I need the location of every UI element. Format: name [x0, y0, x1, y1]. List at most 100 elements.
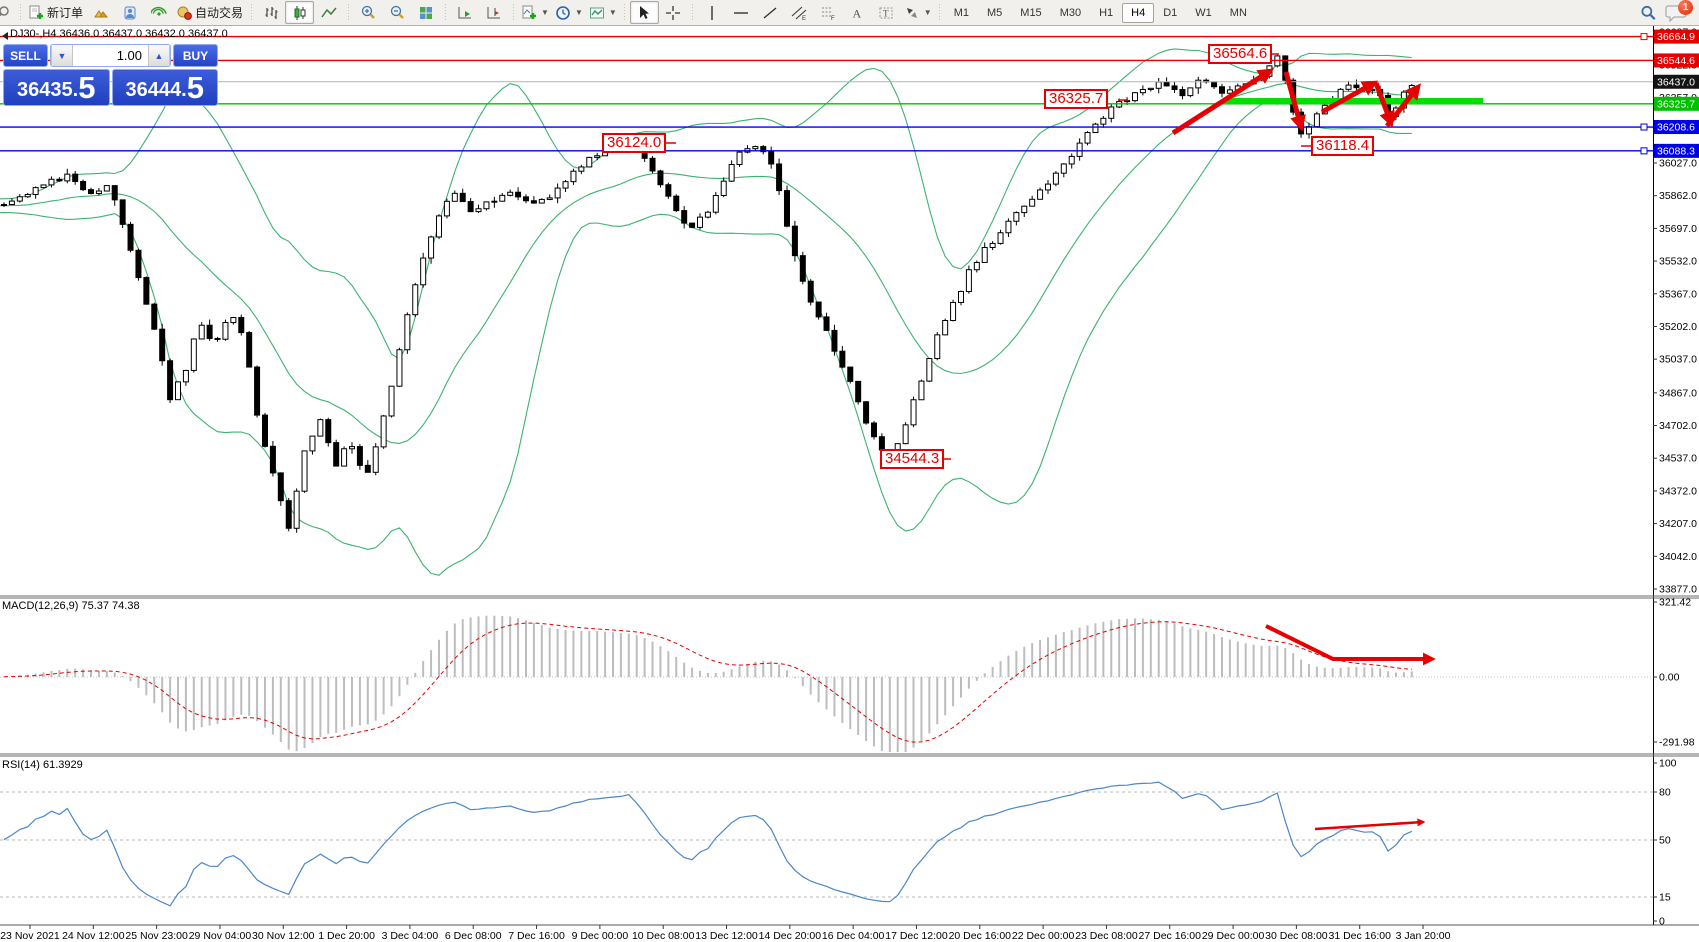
templates-button[interactable]: ▼: [586, 1, 620, 24]
auto-trading-button[interactable]: 自动交易: [173, 1, 246, 24]
data-window-icon[interactable]: [115, 1, 144, 24]
svg-text:16 Dec 04:00: 16 Dec 04:00: [822, 930, 885, 942]
text-label-icon: T: [879, 7, 893, 18]
svg-text:-291.98: -291.98: [1659, 737, 1695, 749]
svg-text:35697.0: 35697.0: [1659, 223, 1697, 235]
instrument-ohlc-line: DJ30-,H4 36436.0 36437.0 36432.0 36437.0: [10, 28, 228, 40]
bar-chart-type-button[interactable]: [256, 1, 285, 24]
crosshair-tool-button[interactable]: [659, 1, 688, 24]
auto-scroll-button[interactable]: [450, 1, 479, 24]
rsi-trend-arrow[interactable]: [1314, 818, 1426, 831]
new-order-icon: [29, 5, 43, 19]
signals-icon[interactable]: [144, 1, 173, 24]
tf-m1[interactable]: M1: [953, 6, 969, 19]
zoom-out-icon: [390, 5, 404, 19]
search-icon[interactable]: [1639, 4, 1657, 22]
periods-button[interactable]: ▼: [552, 1, 586, 24]
macd-histogram: [3, 615, 1413, 752]
svg-text:34207.0: 34207.0: [1659, 518, 1697, 530]
auto-trading-icon: [177, 6, 192, 20]
new-order-button[interactable]: 新订单: [25, 1, 86, 24]
horizontal-line-tool-button[interactable]: [727, 1, 756, 24]
zoom-in-button[interactable]: [353, 1, 382, 24]
volume-increase-button[interactable]: ▲: [148, 45, 170, 66]
price-annotation-label[interactable]: 36564.6: [1208, 44, 1273, 64]
volume-decrease-button[interactable]: ▼: [51, 45, 73, 66]
svg-text:36088.3: 36088.3: [1657, 145, 1695, 157]
tf-w1[interactable]: W1: [1195, 6, 1212, 19]
svg-text:E: E: [802, 16, 806, 21]
price-annotation-label[interactable]: 36325.7: [1044, 89, 1109, 109]
text-label-tool-button[interactable]: T: [872, 1, 901, 24]
notifications-button[interactable]: 1: [1665, 0, 1693, 24]
tf-mn[interactable]: MN: [1229, 6, 1247, 19]
svg-text:3 Dec 04:00: 3 Dec 04:00: [382, 930, 439, 942]
svg-text:30 Nov 12:00: 30 Nov 12:00: [252, 930, 315, 942]
auto-trading-label: 自动交易: [195, 6, 244, 20]
tf-m30[interactable]: M30: [1059, 6, 1082, 19]
market-watch-icon[interactable]: [86, 1, 115, 24]
svg-text:36664.9: 36664.9: [1657, 31, 1695, 43]
toolbar: 新订单 自动交易 ▼ ▼: [0, 0, 1699, 26]
svg-text:36325.7: 36325.7: [1657, 98, 1695, 110]
one-click-trading-panel: SELL ▼ 1.00 ▲ BUY 36435. 5 36444. 5: [3, 44, 218, 106]
line-chart-icon: [320, 7, 337, 17]
candlestick-chart-type-button[interactable]: [285, 1, 315, 24]
arrows-icon: [906, 7, 917, 18]
svg-text:9 Dec 00:00: 9 Dec 00:00: [572, 930, 629, 942]
line-chart-type-button[interactable]: [314, 1, 343, 24]
trendline-tool-button[interactable]: [756, 1, 785, 24]
svg-text:24 Nov 12:00: 24 Nov 12:00: [62, 930, 125, 942]
text-tool-button[interactable]: A: [843, 1, 872, 24]
rsi-line: [3, 781, 1413, 907]
svg-text:20 Dec 16:00: 20 Dec 16:00: [949, 930, 1012, 942]
chevron-down-icon[interactable]: ▼: [574, 8, 583, 17]
price-annotation-label[interactable]: 36124.0: [602, 133, 667, 153]
price-annotation-label[interactable]: 34544.3: [880, 449, 945, 469]
chevron-down-icon[interactable]: ▼: [923, 8, 932, 17]
fibonacci-tool-button[interactable]: F: [814, 1, 843, 24]
sell-price[interactable]: 36435. 5: [3, 69, 110, 106]
channel-tool-button[interactable]: E: [785, 1, 814, 24]
chevron-down-icon[interactable]: ▼: [541, 8, 549, 17]
sell-button[interactable]: SELL: [3, 44, 48, 67]
tf-d1[interactable]: D1: [1163, 6, 1178, 19]
symbol-marker-icon: [2, 32, 8, 40]
chart-shift-button[interactable]: [479, 1, 508, 24]
channel-icon: E: [791, 6, 807, 21]
svg-text:17 Dec 12:00: 17 Dec 12:00: [885, 930, 948, 942]
price-annotation-label[interactable]: 36118.4: [1311, 136, 1375, 156]
tf-h4[interactable]: H4: [1122, 2, 1155, 23]
trendline-icon: [763, 6, 777, 19]
volume-value[interactable]: 1.00: [116, 48, 142, 63]
buy-price[interactable]: 36444. 5: [111, 69, 218, 106]
support-zone-band[interactable]: [1224, 98, 1483, 104]
svg-text:A: A: [853, 6, 862, 20]
cursor-tool-button[interactable]: [629, 1, 659, 24]
zoom-out-button[interactable]: [382, 1, 411, 24]
chevron-down-icon[interactable]: ▼: [608, 8, 617, 17]
bar-chart-icon: [265, 6, 278, 19]
tf-h1[interactable]: H1: [1099, 6, 1114, 19]
partial-window-icon: [0, 1, 15, 24]
tf-m15[interactable]: M15: [1020, 6, 1042, 19]
svg-text:36437.0: 36437.0: [1657, 76, 1695, 88]
trend-annotation-arrows[interactable]: [664, 53, 1421, 460]
svg-text:22 Dec 00:00: 22 Dec 00:00: [1012, 930, 1075, 942]
arrows-tool-button[interactable]: ▼: [901, 1, 935, 24]
buy-button[interactable]: BUY: [173, 44, 218, 67]
svg-text:34537.0: 34537.0: [1659, 453, 1697, 465]
volume-spinner[interactable]: ▼ 1.00 ▲: [50, 44, 171, 67]
tf-m5[interactable]: M5: [987, 6, 1003, 19]
tile-windows-button[interactable]: [411, 1, 440, 24]
svg-text:23 Dec 08:00: 23 Dec 08:00: [1075, 930, 1138, 942]
chart-shift-icon: [487, 6, 500, 18]
indicators-button[interactable]: ▼: [518, 1, 552, 24]
svg-text:36027.0: 36027.0: [1659, 158, 1697, 170]
macd-trend-arrow[interactable]: [1265, 624, 1436, 666]
vertical-line-tool-button[interactable]: [698, 1, 727, 24]
svg-text:7 Dec 16:00: 7 Dec 16:00: [508, 930, 565, 942]
svg-text:T: T: [883, 8, 889, 18]
